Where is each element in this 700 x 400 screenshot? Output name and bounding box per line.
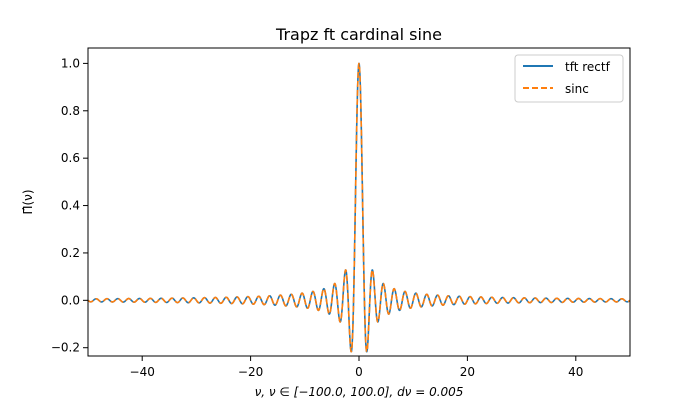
x-axis: −40 −20 0 20 40 — [130, 356, 583, 379]
series-line-tft-rectf — [87, 62, 631, 353]
series-layer — [87, 62, 631, 353]
x-tick-label: 0 — [355, 365, 363, 379]
x-axis-label: ν, ν ∈ [−100.0, 100.0], dν = 0.005 — [255, 385, 464, 399]
y-tick-label: 0.2 — [61, 246, 80, 260]
legend: tft rectf sinc — [514, 54, 624, 103]
y-axis-label: Π̂(ν) — [21, 189, 35, 214]
y-tick-label: 0.0 — [61, 293, 80, 307]
y-tick-label: 0.8 — [61, 104, 80, 118]
chart-title: Trapz ft cardinal sine — [275, 25, 442, 44]
y-tick-label: 0.4 — [61, 199, 80, 213]
legend-label-tft-rectf: tft rectf — [565, 60, 611, 74]
x-tick-label: 20 — [460, 365, 475, 379]
legend-label-sinc: sinc — [565, 82, 589, 96]
y-axis: −0.2 0.0 0.2 0.4 0.6 0.8 1.0 — [51, 56, 88, 355]
series-line-sinc — [87, 62, 631, 353]
y-tick-label: 1.0 — [61, 56, 80, 70]
y-tick-label: 0.6 — [61, 151, 80, 165]
y-tick-label: −0.2 — [51, 341, 80, 355]
x-tick-label: −20 — [238, 365, 263, 379]
x-tick-label: −40 — [130, 365, 155, 379]
x-tick-label: 40 — [568, 365, 583, 379]
